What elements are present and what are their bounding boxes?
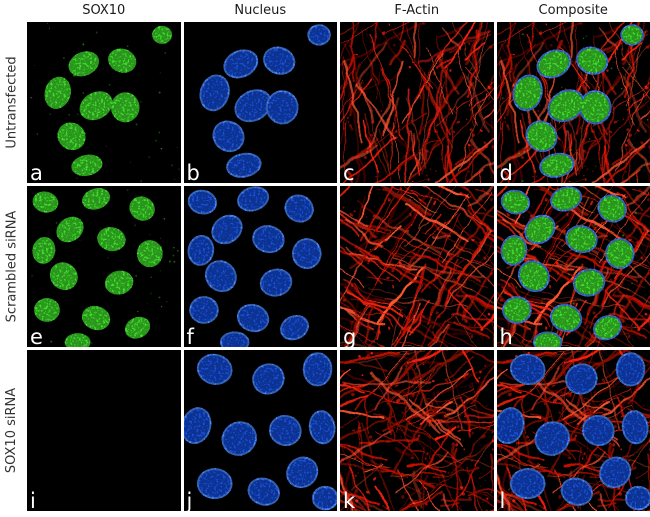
panel-h: h bbox=[496, 186, 650, 347]
micrograph-j bbox=[183, 352, 337, 511]
panel-g: g bbox=[340, 186, 494, 347]
panel-f: f bbox=[183, 186, 337, 347]
micrograph-d bbox=[496, 22, 650, 183]
row-label-text: Scrambled siRNA bbox=[4, 210, 20, 323]
row-label-untransfected: Untransfected bbox=[0, 22, 24, 183]
panel-b: b bbox=[183, 22, 337, 183]
panel-i: i bbox=[27, 350, 181, 511]
panel-letter: d bbox=[499, 160, 513, 183]
row-label-sox10-sirna: SOX10 siRNA bbox=[0, 350, 24, 511]
panel-letter: j bbox=[186, 488, 193, 511]
micrograph-i bbox=[27, 350, 181, 511]
panel-e: e bbox=[27, 186, 181, 347]
column-header-sox10: SOX10 bbox=[82, 3, 126, 18]
micrograph-b bbox=[199, 24, 331, 178]
column-header-factin: F-Actin bbox=[394, 3, 440, 18]
micrograph-g bbox=[340, 186, 494, 347]
panel-letter: i bbox=[30, 488, 36, 511]
column-header-nucleus: Nucleus bbox=[234, 3, 287, 18]
panel-letter: e bbox=[30, 324, 43, 347]
micrograph-c bbox=[340, 22, 494, 183]
micrograph-a bbox=[30, 22, 180, 182]
panel-letter: g bbox=[343, 324, 357, 347]
micrograph-f bbox=[187, 186, 322, 347]
panel-d: d bbox=[496, 22, 650, 183]
micrograph-l bbox=[496, 350, 650, 511]
panel-letter: a bbox=[30, 160, 43, 183]
panel-letter: k bbox=[343, 488, 356, 511]
panel-letter: b bbox=[186, 160, 200, 183]
panel-k: k bbox=[340, 350, 494, 511]
column-header-composite: Composite bbox=[538, 3, 608, 18]
panel-c: c bbox=[340, 22, 494, 183]
row-label-scrambled-sirna: Scrambled siRNA bbox=[0, 186, 24, 347]
row-label-text: SOX10 siRNA bbox=[4, 387, 20, 474]
micrograph-h bbox=[496, 186, 650, 347]
corner-spacer bbox=[0, 0, 24, 19]
panel-letter: f bbox=[186, 324, 194, 347]
micrograph-e bbox=[27, 188, 179, 347]
row-label-text: Untransfected bbox=[4, 56, 20, 149]
panel-j: j bbox=[183, 350, 337, 511]
panel-letter: l bbox=[499, 488, 506, 511]
micrograph-k bbox=[340, 350, 494, 511]
panel-letter: c bbox=[343, 160, 355, 183]
panel-letter: h bbox=[499, 324, 513, 347]
panel-l: l bbox=[496, 350, 650, 511]
panel-a: a bbox=[27, 22, 181, 183]
